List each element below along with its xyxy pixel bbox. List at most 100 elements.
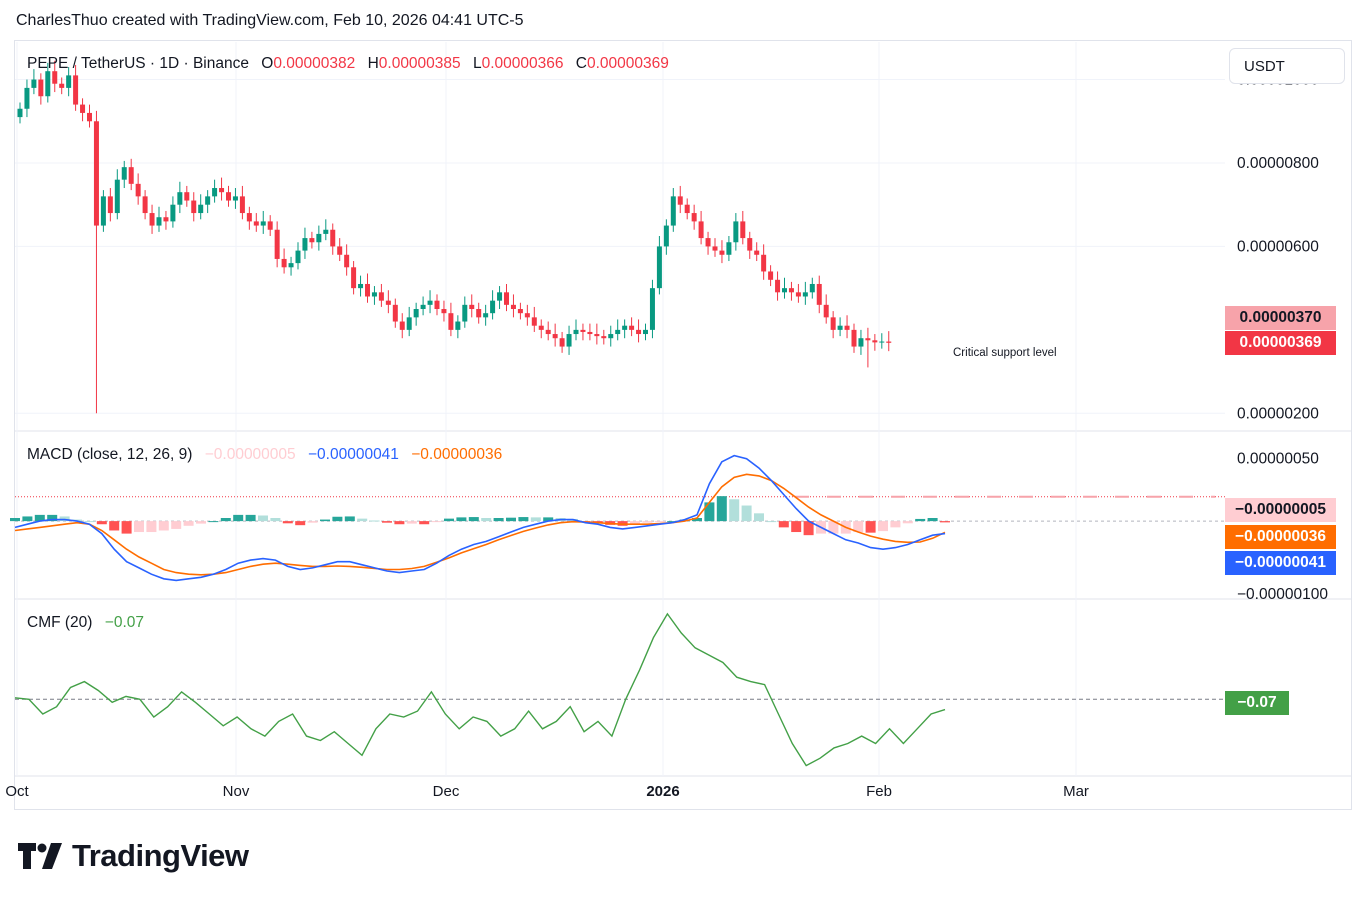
macd-histogram-bar xyxy=(431,521,442,523)
macd-histogram-bar xyxy=(394,521,405,525)
candle-body xyxy=(156,217,162,226)
candle-body xyxy=(128,167,134,184)
candle-body xyxy=(260,221,266,226)
symbol-legend[interactable]: PEPE / TetherUS · 1D · Binance O0.000003… xyxy=(27,55,669,73)
quote-currency-button[interactable]: USDT xyxy=(1229,48,1345,84)
candle-body xyxy=(66,75,72,88)
macd-histogram-bar xyxy=(208,521,219,523)
chart-frame[interactable] xyxy=(14,40,1352,810)
macd-layer xyxy=(10,454,1225,582)
macd-histogram-bar xyxy=(47,514,58,522)
candle-body xyxy=(52,71,58,84)
macd-histogram-bar xyxy=(307,521,318,523)
axis-labels: OctNovDec2026FebMar0.000010000.000008000… xyxy=(5,72,1328,800)
macd-histogram-bar xyxy=(630,521,640,525)
candle-body xyxy=(837,325,843,330)
candle-body xyxy=(587,331,593,335)
candle-body xyxy=(559,338,565,347)
macd-histogram-bar xyxy=(791,521,802,533)
candle-body xyxy=(399,321,405,330)
macd-histogram-bar xyxy=(803,521,814,536)
candle-body xyxy=(865,338,871,341)
candle-body xyxy=(490,300,496,314)
candle-body xyxy=(448,313,454,330)
candle-body xyxy=(830,317,836,330)
candle-body xyxy=(768,271,774,280)
candle-body xyxy=(483,313,489,318)
macd-legend-hist: −0.00000005 xyxy=(204,446,296,463)
candle-body xyxy=(239,196,245,214)
candle-body xyxy=(462,304,468,322)
candle-body xyxy=(135,183,141,197)
candle-body xyxy=(378,292,384,301)
candle-body xyxy=(330,229,336,247)
candle-body xyxy=(629,325,635,330)
candle-body xyxy=(17,108,23,118)
cmf-legend-value: −0.07 xyxy=(104,614,144,631)
cmf-legend[interactable]: CMF (20) −0.07 xyxy=(27,614,144,632)
candle-body xyxy=(344,254,350,268)
cmf-line xyxy=(14,612,946,767)
candle-body xyxy=(371,292,377,297)
candle-body xyxy=(656,246,662,289)
macd-histogram-bar xyxy=(84,521,95,523)
low-value: 0.00000366 xyxy=(481,55,564,72)
candle-body xyxy=(844,325,850,330)
tradingview-logo[interactable]: TradingView xyxy=(18,838,249,874)
symbol-pair[interactable]: PEPE / TetherUS · 1D · Binance xyxy=(27,55,249,72)
candle-body xyxy=(232,196,238,201)
candle-body xyxy=(497,292,503,301)
candle-body xyxy=(351,267,357,289)
macd-histogram-bar xyxy=(109,521,120,531)
macd-histogram-bar xyxy=(121,521,132,534)
macd-line xyxy=(14,454,946,582)
macd-histogram-bar xyxy=(196,521,206,524)
candle-body xyxy=(615,329,621,335)
candle-body xyxy=(795,292,801,297)
candle-body xyxy=(198,204,204,214)
candle-body xyxy=(288,263,294,268)
macd-histogram-bar xyxy=(444,518,454,522)
candle-body xyxy=(754,250,760,255)
x-tick-label: Feb xyxy=(866,783,892,800)
macd-histogram-bar xyxy=(481,518,492,522)
candle-body xyxy=(705,238,711,247)
low-label: L xyxy=(472,55,482,72)
macd-histogram-bar xyxy=(332,516,343,522)
candle-body xyxy=(677,196,683,205)
candle-body xyxy=(573,329,579,335)
x-tick-label: Oct xyxy=(5,783,29,800)
candle-body xyxy=(142,196,148,214)
candle-body xyxy=(114,179,120,214)
candle-body xyxy=(427,300,433,305)
cmf-layer xyxy=(14,612,1225,767)
candle-body xyxy=(163,217,169,222)
candle-body xyxy=(212,188,218,197)
close-value: 0.00000369 xyxy=(587,55,669,72)
candle-body xyxy=(684,204,690,214)
high-label: H xyxy=(367,55,379,72)
x-tick-label: 2026 xyxy=(646,783,679,800)
macd-histogram-bar xyxy=(10,518,20,522)
candle-body xyxy=(566,334,572,347)
macd-histogram-bar xyxy=(96,521,107,525)
macd-legend[interactable]: MACD (close, 12, 26, 9) −0.00000005 −0.0… xyxy=(27,446,502,464)
candle-body xyxy=(45,71,51,97)
macd-hist-tag: −0.00000005 xyxy=(1225,498,1336,522)
candle-body xyxy=(469,304,475,310)
macd-signal-tag: −0.00000036 xyxy=(1225,525,1336,549)
candle-body xyxy=(580,329,586,332)
candle-body xyxy=(219,188,225,193)
candle-body xyxy=(636,329,642,335)
x-tick-label: Nov xyxy=(223,783,250,800)
macd-histogram-bar xyxy=(258,515,268,522)
macd-histogram-bar xyxy=(667,521,678,523)
macd-histogram-bar xyxy=(915,518,926,522)
x-tick-label: Mar xyxy=(1063,783,1089,800)
candle-body xyxy=(726,242,732,255)
macd-histogram-bar xyxy=(865,521,876,533)
candle-body xyxy=(872,340,878,343)
macd-histogram-bar xyxy=(518,517,529,522)
macd-signal-line xyxy=(14,473,946,576)
candle-body xyxy=(385,300,391,305)
